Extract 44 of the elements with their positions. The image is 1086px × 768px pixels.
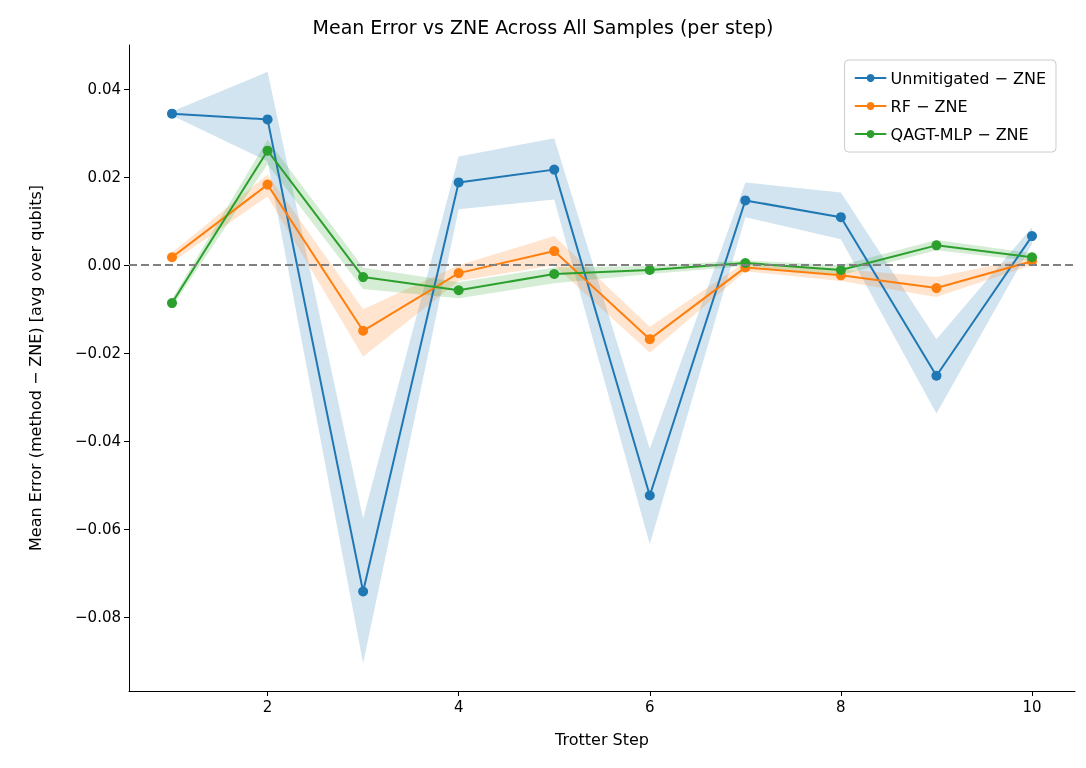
point bbox=[931, 370, 942, 381]
point bbox=[167, 108, 177, 119]
point bbox=[835, 265, 846, 276]
y-tick-label: 0.02 bbox=[87, 168, 121, 187]
point bbox=[644, 334, 655, 345]
y-tick-label: −0.04 bbox=[75, 432, 121, 451]
x-tick-label: 4 bbox=[453, 697, 464, 716]
legend-label: QAGT-MLP − ZNE bbox=[890, 124, 1029, 144]
y-tick-label: 0.04 bbox=[87, 80, 121, 99]
x-tick-label: 6 bbox=[645, 697, 655, 716]
y-tick-label: −0.02 bbox=[75, 344, 121, 363]
point bbox=[167, 298, 177, 309]
point bbox=[262, 179, 273, 190]
point bbox=[835, 212, 846, 223]
legend-label: Unmitigated − ZNE bbox=[890, 68, 1046, 88]
x-tick-label: 10 bbox=[1022, 697, 1042, 716]
point bbox=[1027, 252, 1037, 263]
x-tick-label: 2 bbox=[262, 697, 273, 716]
point bbox=[549, 246, 560, 257]
point bbox=[931, 240, 942, 251]
x-tick-label: 8 bbox=[836, 697, 846, 716]
point bbox=[644, 490, 655, 501]
x-axis-title: Trotter Step bbox=[554, 729, 649, 749]
point bbox=[1027, 231, 1037, 242]
y-tick-label: −0.08 bbox=[75, 608, 121, 627]
point bbox=[549, 268, 560, 279]
point bbox=[167, 252, 177, 263]
point bbox=[931, 283, 942, 294]
y-axis-title: Mean Error (method − ZNE) [avg over qubits] bbox=[25, 184, 45, 552]
point bbox=[453, 177, 464, 188]
point bbox=[262, 145, 273, 156]
point bbox=[549, 164, 560, 175]
y-tick-label: 0.00 bbox=[87, 256, 121, 275]
point bbox=[358, 272, 369, 283]
point bbox=[262, 114, 273, 125]
point bbox=[740, 195, 751, 206]
point bbox=[644, 265, 655, 276]
point bbox=[358, 325, 369, 336]
legend-label: RF − ZNE bbox=[890, 96, 968, 116]
point bbox=[453, 268, 464, 279]
point bbox=[358, 586, 369, 597]
y-tick-label: −0.06 bbox=[75, 520, 121, 539]
chart-title: Mean Error vs ZNE Across All Samples (per step) bbox=[312, 15, 774, 38]
point bbox=[453, 285, 464, 296]
